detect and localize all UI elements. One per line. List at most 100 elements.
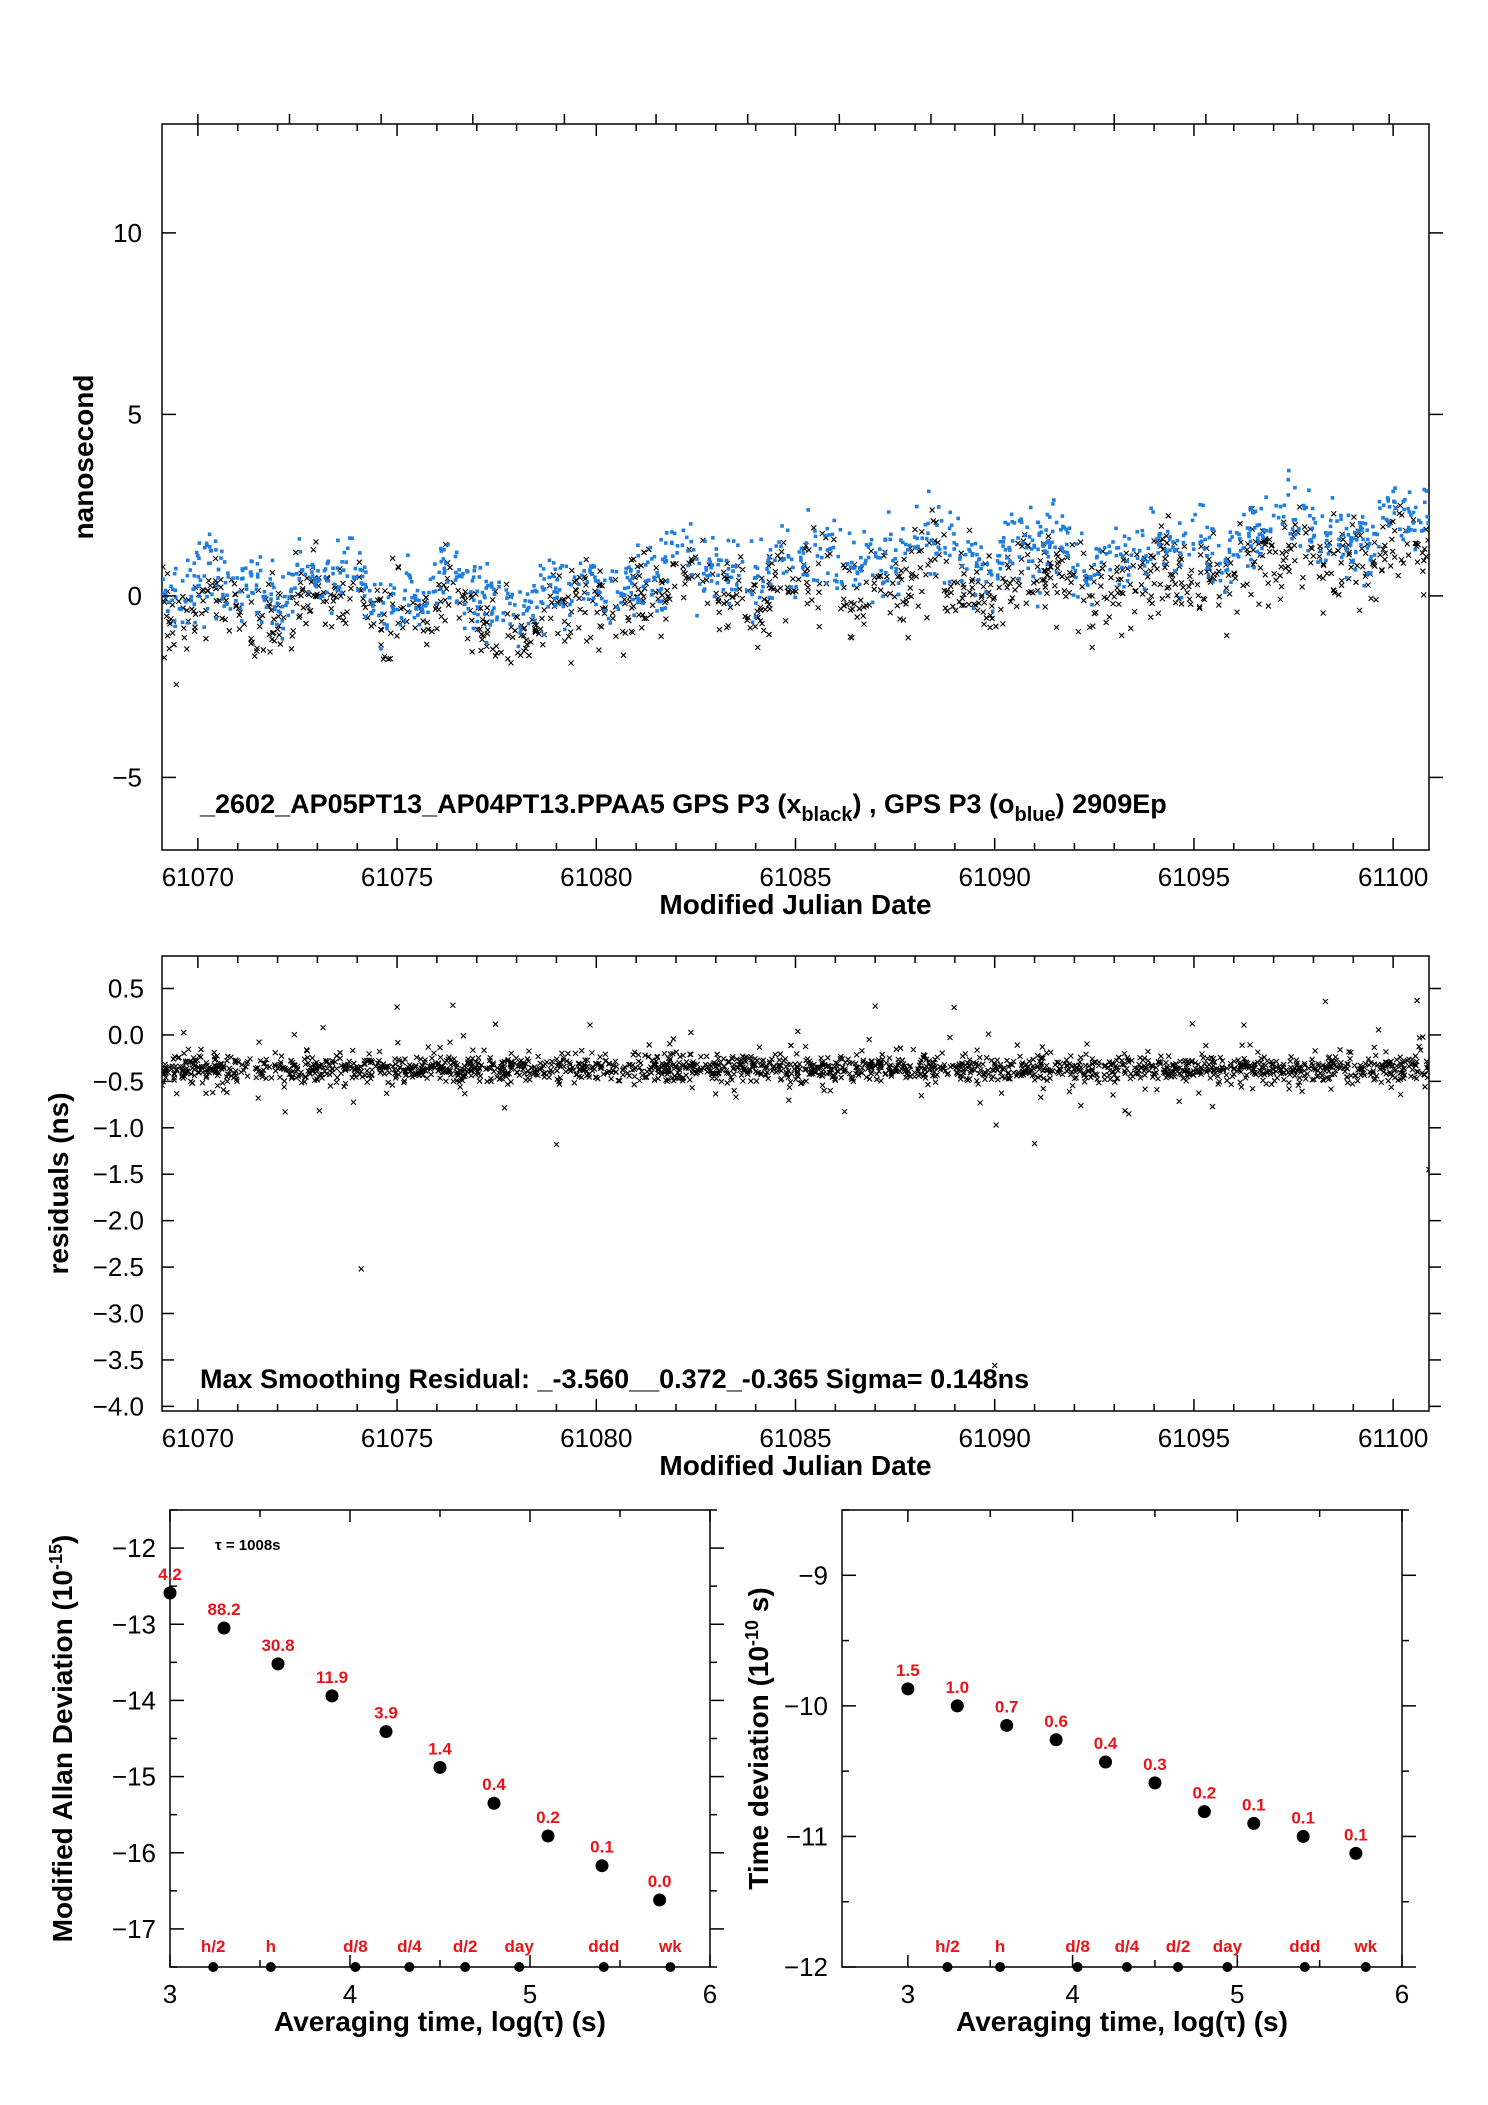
point-dot — [174, 566, 178, 571]
residual-x — [608, 1075, 615, 1082]
point-dot — [457, 567, 462, 572]
point-x — [587, 634, 594, 641]
point-dot — [192, 561, 197, 565]
point-dot — [462, 611, 467, 616]
point-x — [724, 575, 731, 582]
residual-x — [1216, 1078, 1223, 1085]
point-dot — [492, 587, 496, 592]
point-x — [840, 562, 847, 569]
residual-x — [967, 1069, 974, 1076]
point-dot — [1131, 548, 1136, 552]
point-dot — [414, 606, 418, 610]
residual-x — [172, 1063, 179, 1070]
point-dot — [1249, 544, 1253, 548]
point-x — [930, 518, 937, 524]
residual-x — [175, 1055, 182, 1061]
residual-x — [1162, 1070, 1168, 1076]
point-dot — [442, 566, 447, 571]
point-label: 1.5 — [896, 1661, 920, 1680]
point-x — [1316, 573, 1323, 580]
residual-x — [516, 1062, 523, 1069]
residual-x — [766, 1058, 773, 1065]
point-dot — [453, 578, 458, 582]
residual-x — [392, 1075, 399, 1081]
point-dot — [194, 550, 199, 555]
point-dot — [1026, 559, 1031, 564]
point-dot — [997, 561, 1002, 565]
point-x — [966, 527, 973, 534]
point-x — [1007, 598, 1014, 605]
point-dot — [958, 555, 962, 559]
residual-x — [955, 1063, 962, 1070]
point-dot — [725, 573, 729, 577]
residual-x — [1067, 1053, 1074, 1059]
point-dot — [877, 547, 882, 551]
point-x — [780, 539, 787, 546]
point-x — [1245, 550, 1251, 557]
point-dot — [1108, 567, 1112, 572]
point-x — [978, 594, 985, 601]
point-x — [960, 581, 967, 588]
point-dot — [280, 619, 284, 623]
point-x — [1420, 592, 1427, 598]
timeseries-panel: 61070 61075 61080 61085 61090 61095 61100−5051… — [68, 114, 1443, 920]
residual-x — [242, 1063, 249, 1070]
point-label: 0.4 — [1094, 1734, 1118, 1753]
point-x — [442, 597, 449, 604]
point-x — [1069, 541, 1076, 548]
point-dot — [270, 558, 275, 563]
point-dot — [1393, 506, 1398, 511]
point-x — [547, 615, 554, 622]
point-dot — [180, 620, 185, 625]
point-dot — [478, 600, 482, 604]
series-black-x — [162, 502, 1429, 688]
residual-x — [166, 1063, 173, 1070]
residual-x — [285, 1067, 292, 1073]
point-x — [1016, 582, 1023, 589]
point-dot — [462, 626, 467, 631]
point-x — [327, 591, 334, 598]
residual-x — [737, 1062, 743, 1068]
point-x — [1335, 547, 1341, 554]
point-dot — [240, 602, 244, 607]
point-dot — [819, 555, 824, 560]
point-x — [484, 630, 491, 637]
point-x — [662, 599, 668, 606]
point-dot — [402, 596, 407, 601]
point-x — [927, 557, 934, 564]
residual-x — [258, 1068, 264, 1075]
point-dot — [439, 549, 444, 553]
point-dot — [1359, 543, 1363, 547]
residual-x — [1111, 1071, 1118, 1078]
point-dot — [362, 565, 367, 570]
residual-x — [803, 1057, 810, 1064]
point-dot — [1223, 590, 1227, 594]
point-dot — [948, 510, 953, 515]
residual-x — [1073, 1074, 1080, 1081]
residual-x — [221, 1065, 227, 1071]
residual-x — [262, 1060, 268, 1067]
point-x — [233, 603, 239, 610]
residual-x — [736, 1067, 743, 1074]
point-x — [723, 575, 730, 582]
point-dot — [857, 566, 862, 570]
point-dot — [1367, 541, 1372, 546]
point-x — [539, 615, 545, 622]
residual-x — [461, 1073, 468, 1080]
point-x — [1338, 577, 1345, 584]
point-dot — [370, 611, 374, 616]
point-dot — [833, 578, 837, 583]
point-dot — [726, 538, 731, 543]
point-x — [248, 599, 255, 605]
residual-x — [1153, 1086, 1160, 1093]
residual-x — [1076, 1062, 1082, 1069]
time-marker-dot — [265, 1962, 276, 1972]
point-dot — [834, 573, 839, 577]
point-dot — [926, 489, 931, 494]
point-dot — [1328, 518, 1333, 523]
annotation-mid: ) , GPS P3 (o — [853, 789, 1015, 819]
point-x — [389, 555, 396, 562]
point-dot — [338, 571, 343, 575]
residual-x — [508, 1050, 515, 1057]
point-x — [760, 627, 767, 634]
